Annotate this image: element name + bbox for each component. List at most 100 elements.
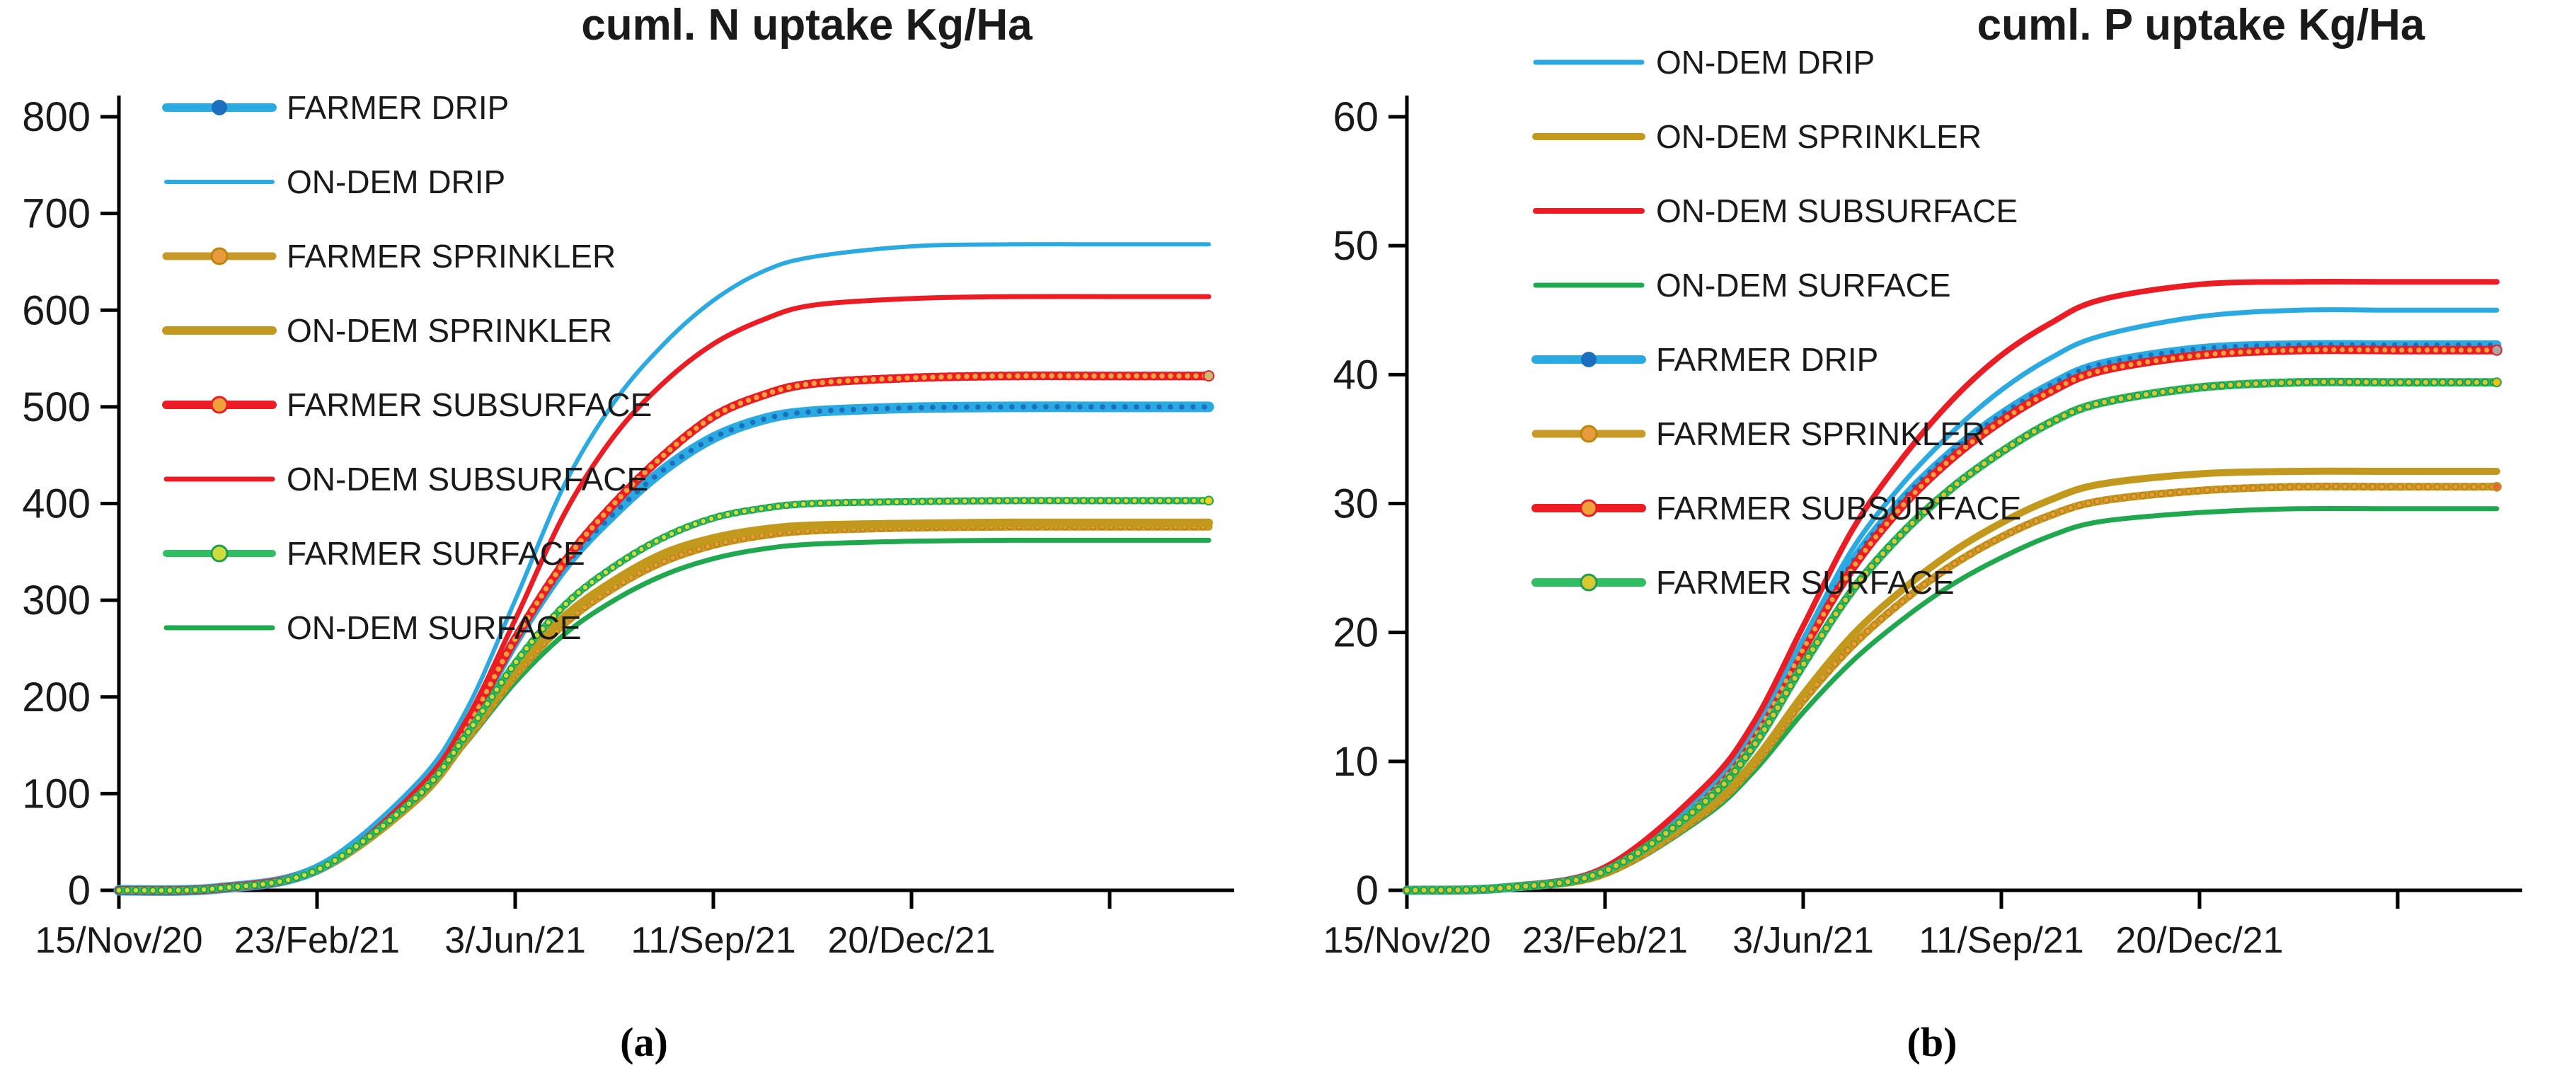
series-marker [2378,483,2386,490]
series-marker [1725,774,1734,782]
series-marker [1846,589,1855,597]
series-marker [728,427,735,432]
series-marker [2350,483,2358,490]
chart-panel-p-uptake: cuml. P uptake Kg/Ha 60 50 40 30 20 10 0 15/Nov/… [1288,0,2576,1092]
series-marker [1760,725,1769,734]
series-marker [1047,371,1057,381]
legend-item: FARMER SPRINKLER [1531,415,1985,452]
series-marker [1882,519,1892,529]
series-marker [2212,485,2220,493]
series-marker [1064,371,1074,381]
series-marker [1032,404,1037,410]
series-marker [2464,378,2473,386]
legend-swatch-marker [1581,352,1597,367]
legend-label: ON-DEM DRIP [287,163,505,200]
y-tick-label: 100 [22,771,91,817]
series-marker [987,372,997,381]
series-marker [2030,427,2038,435]
series-marker [1668,824,1677,832]
series-marker [817,378,827,387]
series-marker [1868,562,1876,570]
series-marker [1832,588,1841,597]
series-marker [1967,550,1974,558]
series-marker [440,763,448,771]
series-marker [667,529,676,538]
series-marker [1496,884,1505,892]
series-marker [1836,580,1846,590]
y-tick-label: 20 [1333,610,1379,656]
series-marker [688,447,694,454]
series-marker [609,563,616,571]
series-marker [2068,408,2076,416]
series-marker [715,512,723,520]
series-marker [2023,521,2032,529]
series-marker [1819,609,1828,619]
series-marker [2431,345,2440,355]
series-marker [1844,646,1852,655]
series-marker [474,714,482,722]
series-marker [292,873,300,882]
series-marker [1778,696,1786,705]
series-marker [2303,378,2311,386]
series-marker [1088,404,1094,410]
series-marker [435,769,443,778]
series-marker [683,523,691,531]
series-marker [760,390,769,399]
series-marker [533,631,541,639]
series-marker [174,886,183,895]
series-marker [706,414,715,423]
series-marker [810,379,819,389]
series-marker [2447,378,2456,386]
series-marker [2439,378,2447,386]
series-marker [2045,419,2053,427]
series-marker [2260,379,2269,388]
series-marker [2448,345,2457,355]
x-tick-label: 20/Dec/21 [827,920,995,961]
series-marker [675,527,684,534]
series-marker [2470,483,2478,490]
series-marker [1100,404,1105,410]
series-marker [512,658,520,666]
series-marker [2236,347,2245,357]
series-marker [2320,378,2328,386]
series-marker [2243,380,2252,389]
series-marker [771,413,778,420]
series-marker [2106,360,2112,365]
series-marker [166,887,174,895]
series-marker [2243,343,2249,349]
series-marker [825,499,833,507]
legend-item: ON-DEM SUBSURFACE [1533,192,2018,229]
series-marker [2346,345,2355,355]
series-marker [2169,349,2175,355]
series-marker [2261,346,2270,356]
legend: FARMER DRIP ON-DEM DRIP FARMER SPRINKLER ON… [162,89,652,646]
series-marker [660,558,668,565]
series-marker [851,376,861,385]
series-marker [1731,767,1740,776]
series-marker [2329,345,2338,355]
series-marker [1013,371,1023,381]
series-marker [1741,753,1749,761]
series-marker [2430,378,2439,386]
series-marker [2221,485,2229,493]
series-marker [550,612,558,620]
series-marker [2125,393,2134,401]
series-marker [1921,507,1929,516]
series-marker [1020,497,1028,505]
legend-item: ON-DEM DRIP [164,163,505,200]
series-marker [2040,514,2049,522]
series-marker [2092,400,2100,408]
series-marker [691,520,699,528]
series-marker [2252,379,2260,388]
series-marker [1714,786,1723,794]
series-marker [2359,483,2367,490]
series-marker [2052,415,2061,424]
series-marker [1899,500,1908,510]
series-marker [1810,624,1819,633]
legend-label: ON-DEM SURFACE [287,609,582,646]
series-marker [919,373,929,382]
series-marker [1089,371,1099,381]
series-marker [1149,371,1158,381]
x-tick-label: 20/Dec/21 [2115,920,2283,961]
series-marker [2194,487,2202,495]
